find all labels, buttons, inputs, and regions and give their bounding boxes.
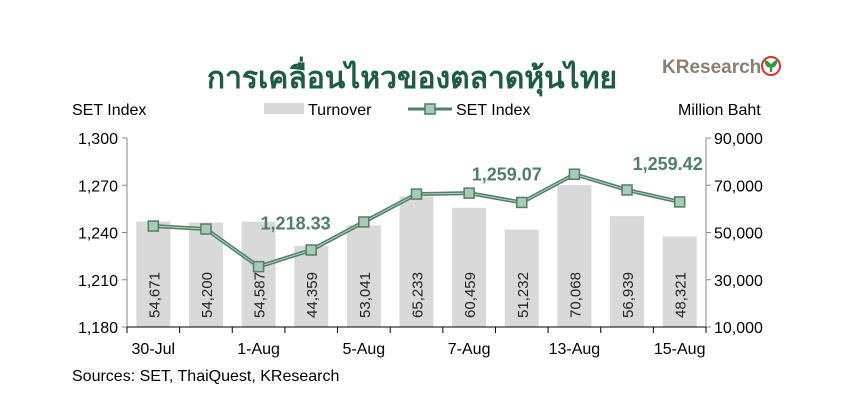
right-tick-label: 10,000 (714, 320, 763, 337)
set-index-marker (147, 220, 160, 232)
left-tick-label: 1,270 (78, 178, 118, 195)
right-tick-label: 90,000 (714, 131, 763, 148)
left-tick-label: 1,300 (78, 131, 118, 148)
set-index-marker (305, 244, 317, 256)
bar-data-label: 54,200 (199, 272, 216, 318)
right-tick-label: 50,000 (714, 226, 763, 243)
bar-data-label: 53,041 (357, 272, 374, 318)
right-axis-label: Million Baht (678, 102, 761, 119)
bar-data-label: 44,359 (304, 272, 321, 318)
turnover-bar (188, 222, 223, 327)
left-tick-label: 1,180 (78, 320, 118, 337)
source-note: Sources: SET, ThaiQuest, KResearch (72, 368, 339, 385)
bar-data-label: 65,233 (410, 272, 427, 318)
set-index-marker (621, 184, 633, 196)
bar-data-label: 51,232 (515, 272, 532, 318)
legend-turnover-swatch (264, 103, 304, 114)
set-index-marker (673, 196, 686, 208)
set-index-marker (516, 196, 528, 209)
bar-data-label: 56,939 (620, 272, 637, 318)
turnover-bar (241, 221, 276, 327)
chart-title: การเคลื่อนไหวของตลาดหุ้นไทย (207, 56, 617, 97)
left-tick-label: 1,210 (78, 273, 118, 290)
set-index-marker (200, 223, 212, 235)
bar-data-label: 48,321 (673, 272, 690, 318)
x-tick-label: 30-Jul (132, 341, 176, 358)
x-tick-label: 5-Aug (343, 341, 386, 358)
legend-set-marker (424, 103, 436, 115)
x-tick-label: 1-Aug (237, 341, 280, 358)
left-axis-label: SET Index (72, 102, 146, 119)
x-tick-label: 15-Aug (654, 341, 706, 358)
set-index-marker (568, 168, 581, 180)
legend: Turnover SET Index (264, 102, 530, 119)
right-tick-label: 30,000 (714, 273, 763, 290)
turnover-bar (452, 207, 487, 327)
turnover-bar (136, 221, 171, 327)
turnover-bar (346, 225, 381, 327)
turnover-bar (610, 216, 645, 327)
turnover-bar (662, 236, 697, 327)
bar-data-label: 54,587 (252, 272, 269, 318)
set-index-marker (358, 216, 370, 228)
legend-set-label: SET Index (456, 102, 530, 119)
x-tick-label: 13-Aug (549, 341, 601, 358)
turnover-bar (399, 196, 434, 327)
logo-text: KResearch (662, 57, 761, 78)
turnover-bar (504, 229, 539, 327)
set-index-annotation: 1,259.42 (633, 154, 703, 174)
bar-data-label: 54,671 (146, 272, 163, 318)
legend-turnover-label: Turnover (308, 102, 372, 119)
turnover-bar (294, 245, 329, 327)
set-index-marker (252, 260, 265, 273)
left-tick-label: 1,240 (78, 226, 118, 243)
kresearch-logo: KResearch (662, 56, 781, 78)
set-index-annotation: 1,218.33 (261, 214, 331, 234)
set-index-annotation: 1,259.07 (472, 164, 542, 184)
bar-data-label: 70,068 (567, 272, 584, 318)
set-index-marker (410, 188, 423, 200)
x-tick-label: 7-Aug (448, 341, 491, 358)
right-tick-label: 70,000 (714, 178, 763, 195)
bar-data-label: 60,459 (462, 272, 479, 318)
set-index-marker (463, 187, 475, 199)
turnover-bar (557, 185, 592, 327)
